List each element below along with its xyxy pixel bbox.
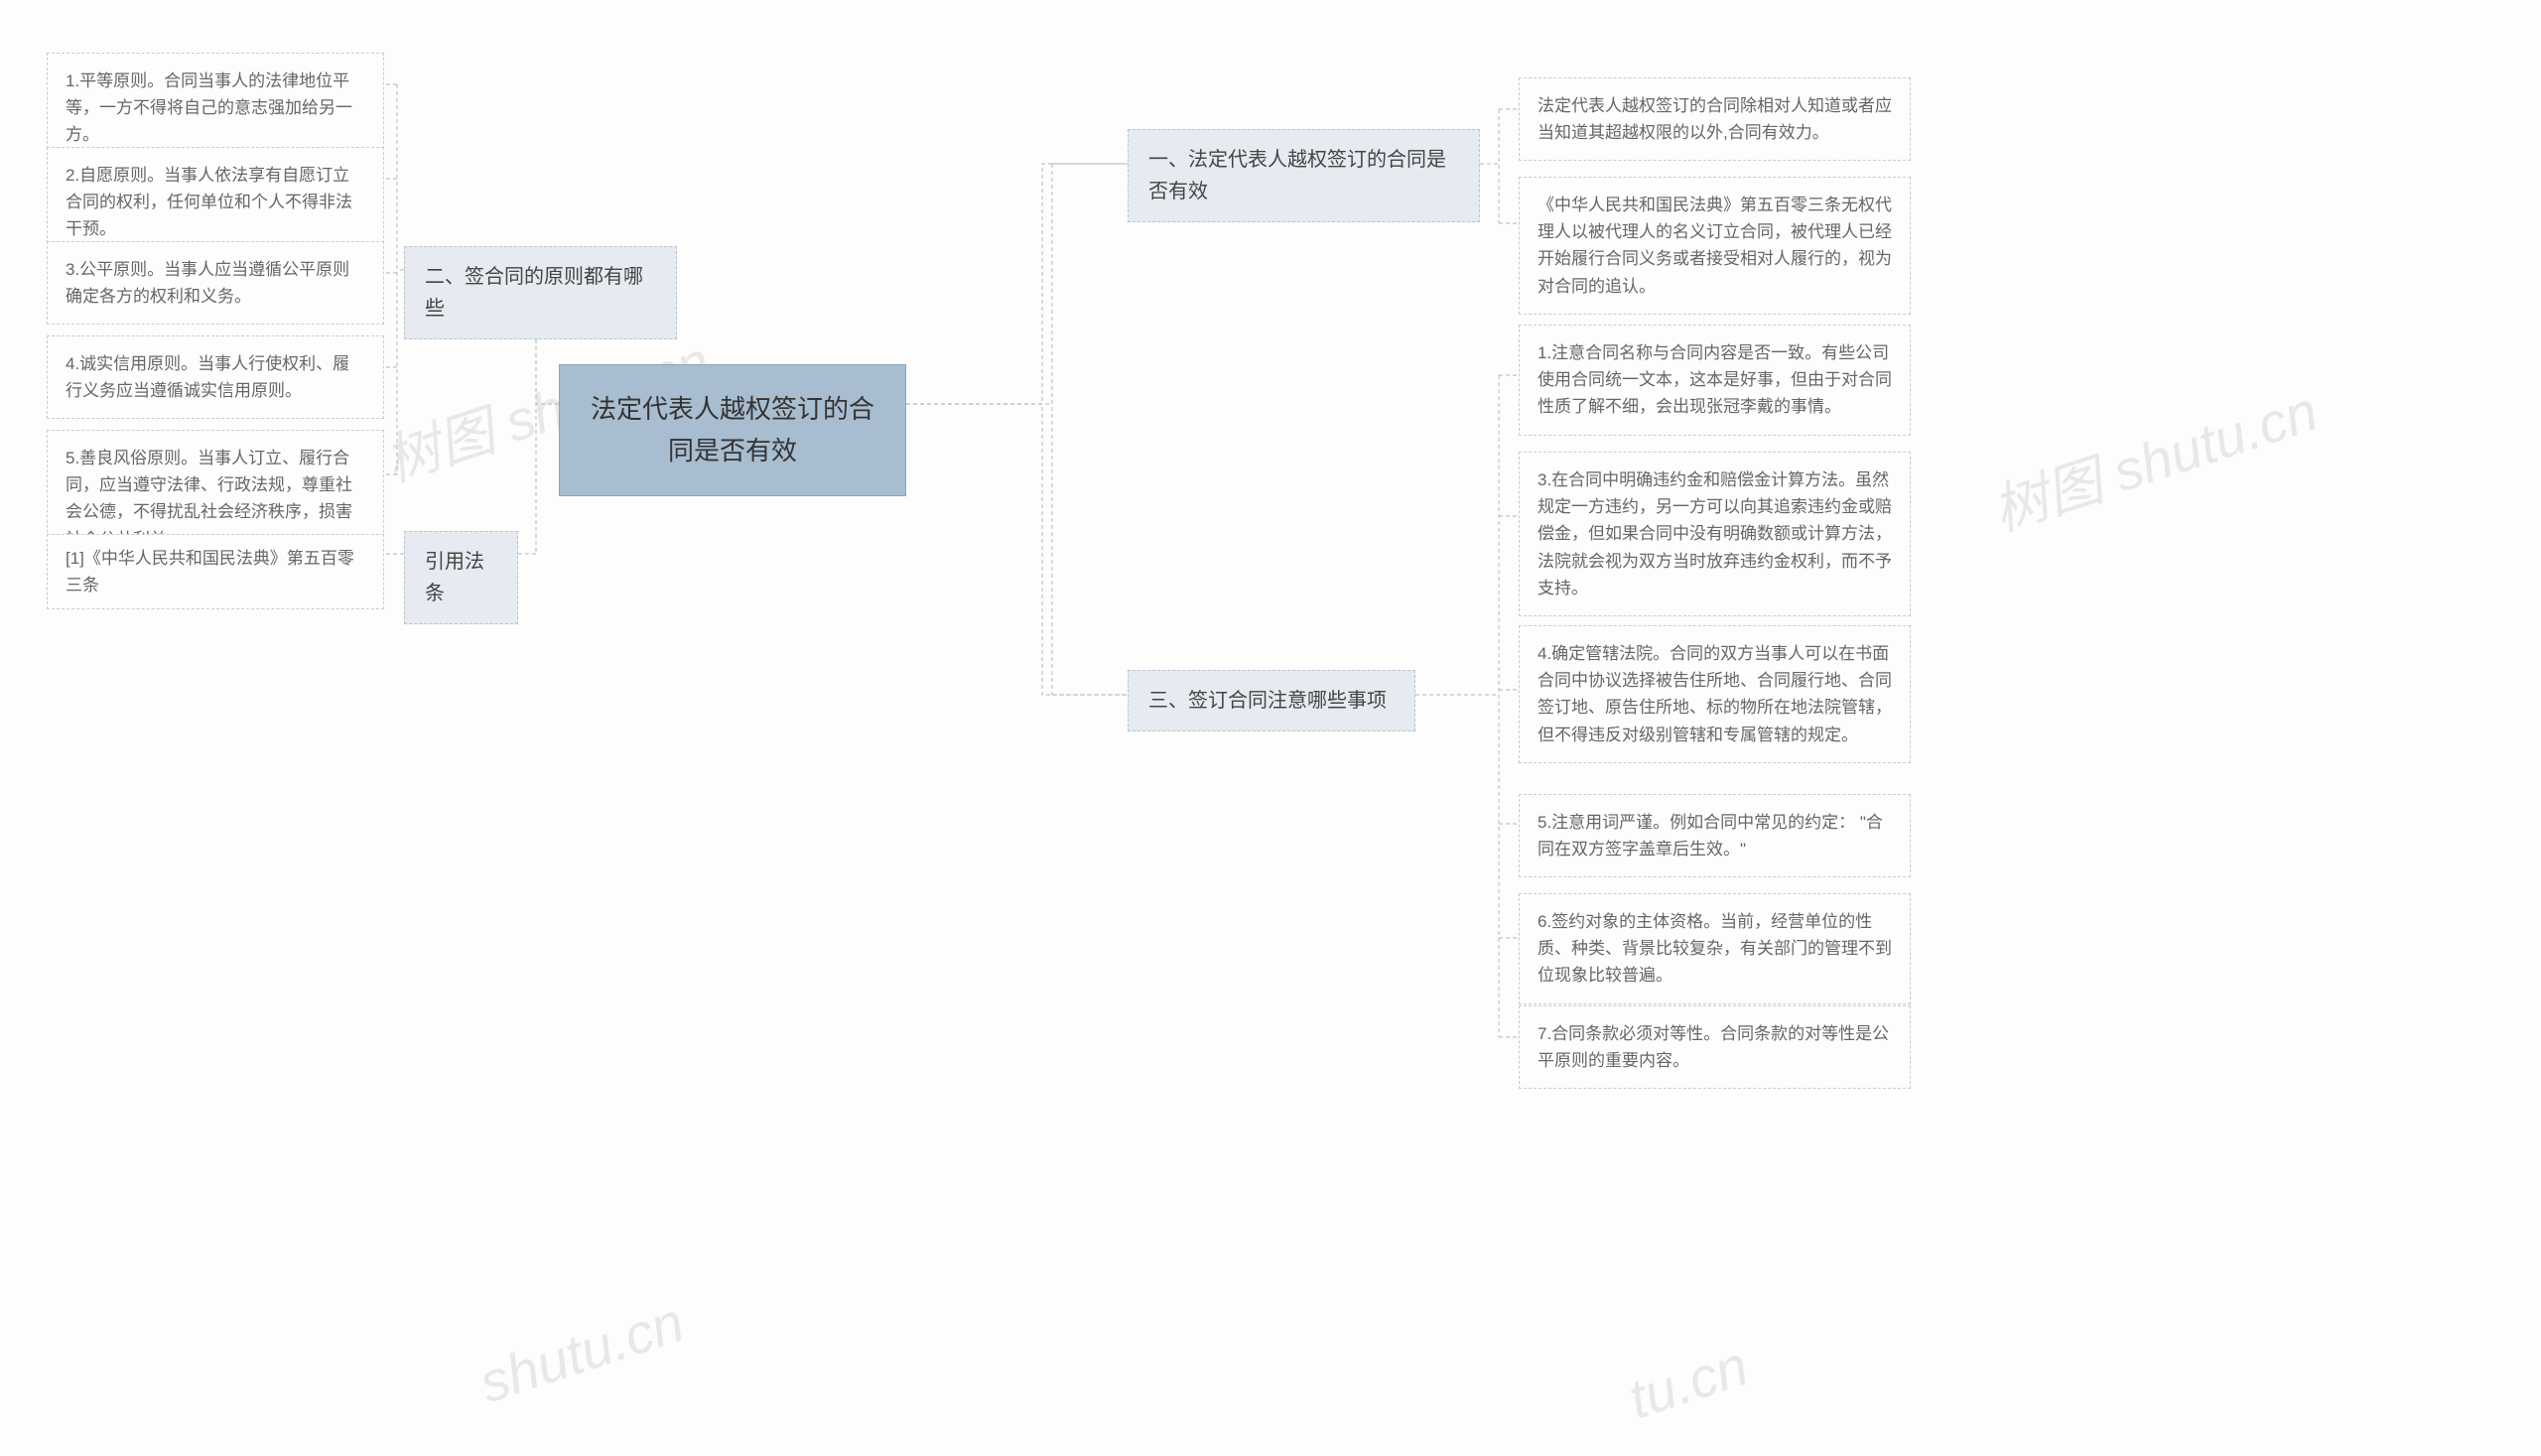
branch-node-1[interactable]: 一、法定代表人越权签订的合同是否有效 xyxy=(1128,129,1480,222)
branch-node-3[interactable]: 三、签订合同注意哪些事项 xyxy=(1128,670,1415,731)
leaf-node[interactable]: 4.诚实信用原则。当事人行使权利、履行义务应当遵循诚实信用原则。 xyxy=(47,335,384,419)
watermark: tu.cn xyxy=(1621,1333,1756,1431)
leaf-node[interactable]: 3.在合同中明确违约金和赔偿金计算方法。虽然规定一方违约，另一方可以向其追索违约… xyxy=(1519,452,1911,616)
mindmap-root[interactable]: 法定代表人越权签订的合同是否有效 xyxy=(559,364,906,496)
leaf-node[interactable]: 4.确定管辖法院。合同的双方当事人可以在书面合同中协议选择被告住所地、合同履行地… xyxy=(1519,625,1911,763)
watermark: 树图 shutu.cn xyxy=(1981,367,2327,548)
leaf-node[interactable]: 1.注意合同名称与合同内容是否一致。有些公司使用合同统一文本，这本是好事，但由于… xyxy=(1519,325,1911,436)
leaf-node[interactable]: 《中华人民共和国民法典》第五百零三条无权代理人以被代理人的名义订立合同，被代理人… xyxy=(1519,177,1911,315)
branch-node-4[interactable]: 引用法条 xyxy=(404,531,518,624)
watermark: shutu.cn xyxy=(471,1289,691,1415)
leaf-node[interactable]: 法定代表人越权签订的合同除相对人知道或者应当知道其超越权限的以外,合同有效力。 xyxy=(1519,77,1911,161)
leaf-node[interactable]: 3.公平原则。当事人应当遵循公平原则确定各方的权利和义务。 xyxy=(47,241,384,325)
leaf-node[interactable]: 7.合同条款必须对等性。合同条款的对等性是公平原则的重要内容。 xyxy=(1519,1005,1911,1089)
leaf-node[interactable]: [1]《中华人民共和国民法典》第五百零三条 xyxy=(47,534,384,609)
branch-node-2[interactable]: 二、签合同的原则都有哪些 xyxy=(404,246,677,339)
leaf-node[interactable]: 5.注意用词严谨。例如合同中常见的约定： "合同在双方签字盖章后生效。" xyxy=(1519,794,1911,877)
leaf-node[interactable]: 6.签约对象的主体资格。当前，经营单位的性质、种类、背景比较复杂，有关部门的管理… xyxy=(1519,893,1911,1004)
